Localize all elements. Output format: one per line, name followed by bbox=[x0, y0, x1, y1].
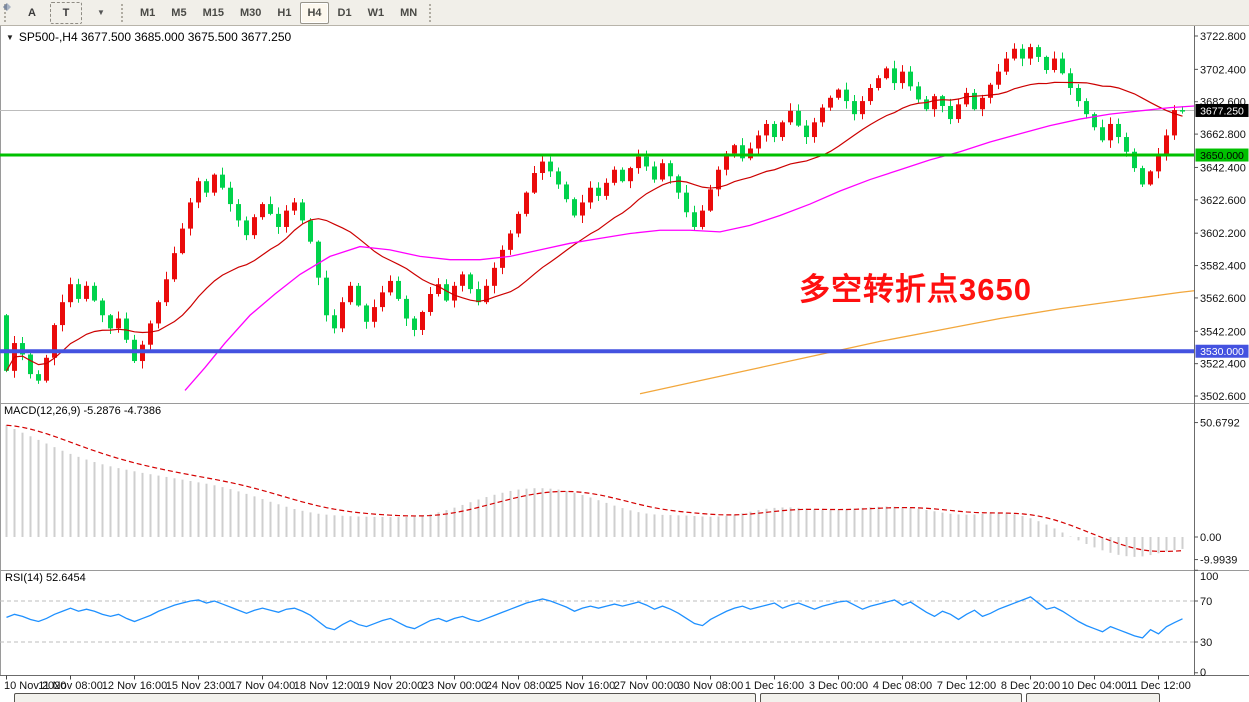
timeframe-button-M1[interactable]: M1 bbox=[140, 6, 156, 19]
ma-slow bbox=[639, 290, 1195, 395]
chart-canvas[interactable]: 3722.8003702.4003682.6003662.8003642.400… bbox=[0, 26, 1249, 693]
chart-tab[interactable] bbox=[1026, 693, 1160, 702]
timeframe-button-W1[interactable]: W1 bbox=[367, 6, 385, 19]
chart-annotation: 多空转折点3650 bbox=[799, 272, 1032, 307]
price-axis-label: 3502.600 bbox=[1200, 391, 1246, 403]
time-axis-label: 18 Nov 12:00 bbox=[294, 680, 359, 692]
ma-fast bbox=[5, 81, 1183, 372]
chart-tab-bar bbox=[0, 693, 1249, 702]
chart-title[interactable]: ▼ SP500-,H4 3677.500 3685.000 3675.500 3… bbox=[6, 30, 291, 44]
time-axis-label: 4 Dec 08:00 bbox=[873, 680, 932, 692]
time-axis-label: 7 Dec 12:00 bbox=[937, 680, 996, 692]
time-axis-label: 1 Dec 16:00 bbox=[745, 680, 804, 692]
macd-axis-label: -9.9939 bbox=[1200, 555, 1237, 567]
time-axis-label: 30 Nov 08:00 bbox=[678, 680, 743, 692]
chart-title-text: SP500-,H4 3677.500 3685.000 3675.500 367… bbox=[18, 30, 292, 44]
price-badge bbox=[1195, 344, 1249, 358]
macd-indicator-label: MACD(12,26,9) -5.2876 -4.7386 bbox=[4, 405, 162, 417]
text-label-button[interactable]: T bbox=[50, 1, 82, 24]
macd-histogram bbox=[5, 425, 1184, 557]
timeframe-button-H4[interactable]: H4 bbox=[300, 1, 329, 24]
timeframe-button-MN[interactable]: MN bbox=[400, 6, 418, 19]
time-axis-label: 27 Nov 00:00 bbox=[614, 680, 679, 692]
candles bbox=[4, 43, 1185, 384]
chart-tab[interactable] bbox=[760, 693, 1022, 702]
rsi-axis-label: 70 bbox=[1200, 596, 1212, 608]
rsi-indicator-label: RSI(14) 52.6454 bbox=[5, 572, 86, 584]
price-axis-label: 3602.200 bbox=[1200, 228, 1246, 240]
macd-axis-label: 0.00 bbox=[1200, 532, 1221, 544]
macd-axis-label: 50.6792 bbox=[1200, 418, 1240, 430]
price-axis-label: 3642.400 bbox=[1200, 162, 1246, 174]
time-axis-label: 24 Nov 08:00 bbox=[486, 680, 551, 692]
toolbar-grip[interactable] bbox=[429, 3, 436, 22]
price-axis-label: 3722.800 bbox=[1200, 31, 1246, 43]
rsi-axis-label: 0 bbox=[1200, 667, 1206, 679]
price-axis-label: 3702.400 bbox=[1200, 64, 1246, 76]
macd-signal-line bbox=[6, 424, 1183, 553]
ma-medium bbox=[184, 105, 1195, 391]
timeframe-button-M5[interactable]: M5 bbox=[171, 6, 187, 19]
price-badge bbox=[1195, 103, 1249, 117]
timeframe-button-D1[interactable]: D1 bbox=[337, 6, 352, 19]
price-axis-label: 3662.800 bbox=[1200, 129, 1246, 141]
toolbar-grip[interactable] bbox=[4, 3, 11, 22]
time-axis-label: 3 Dec 00:00 bbox=[809, 680, 868, 692]
rsi-line bbox=[6, 596, 1183, 639]
price-badge-label: 3650.000 bbox=[1200, 150, 1244, 162]
price-axis-label: 3622.600 bbox=[1200, 195, 1246, 207]
toolbar: A T ▼ M1 M5 M15 M30 H1 H4 D1 W1 MN bbox=[0, 0, 1249, 26]
price-axis-label: 3562.600 bbox=[1200, 293, 1246, 305]
timeframe-button-M30[interactable]: M30 bbox=[239, 6, 262, 19]
chart-tab[interactable] bbox=[14, 693, 756, 702]
annotate-text-button[interactable]: A bbox=[28, 6, 36, 19]
time-axis-label: 10 Nov 2020 bbox=[4, 680, 66, 692]
price-badge-label: 3530.000 bbox=[1200, 346, 1244, 358]
time-axis-label: 15 Nov 23:00 bbox=[166, 680, 231, 692]
time-axis-label: 17 Nov 04:00 bbox=[230, 680, 295, 692]
price-axis-label: 3542.200 bbox=[1200, 326, 1246, 338]
time-axis-label: 25 Nov 16:00 bbox=[550, 680, 615, 692]
time-axis-label: 11 Nov 08:00 bbox=[38, 680, 103, 692]
chart-window: 3722.800 3702.400 3682.600 3662.800 3642.400… bbox=[0, 26, 1249, 693]
timeframe-bar: M1 M5 M15 M30 H1 H4 D1 W1 MN bbox=[132, 1, 425, 24]
timeframe-button-M15[interactable]: M15 bbox=[202, 6, 224, 19]
time-axis-label: 11 Dec 12:00 bbox=[1126, 680, 1191, 692]
time-axis-label: 8 Dec 20:00 bbox=[1001, 680, 1060, 692]
time-axis-label: 23 Nov 00:00 bbox=[422, 680, 487, 692]
chevron-down-icon: ▼ bbox=[97, 8, 105, 17]
toolbar-grip[interactable] bbox=[121, 3, 128, 22]
objects-dropdown-button[interactable]: ▼ bbox=[3, 2, 116, 24]
price-badge bbox=[1195, 148, 1249, 162]
rsi-axis-label: 100 bbox=[1200, 571, 1218, 583]
timeframe-button-H1[interactable]: H1 bbox=[277, 6, 292, 19]
price-badge-label: 3677.250 bbox=[1200, 105, 1244, 117]
time-axis-label: 10 Dec 04:00 bbox=[1062, 680, 1127, 692]
price-axis-label: 3522.400 bbox=[1200, 359, 1246, 371]
time-axis-label: 19 Nov 20:00 bbox=[358, 680, 423, 692]
price-axis-label: 3582.400 bbox=[1200, 261, 1246, 273]
rsi-axis-label: 30 bbox=[1200, 637, 1212, 649]
symbol-dropdown-icon[interactable]: ▼ bbox=[6, 32, 14, 42]
time-axis-label: 12 Nov 16:00 bbox=[102, 680, 167, 692]
